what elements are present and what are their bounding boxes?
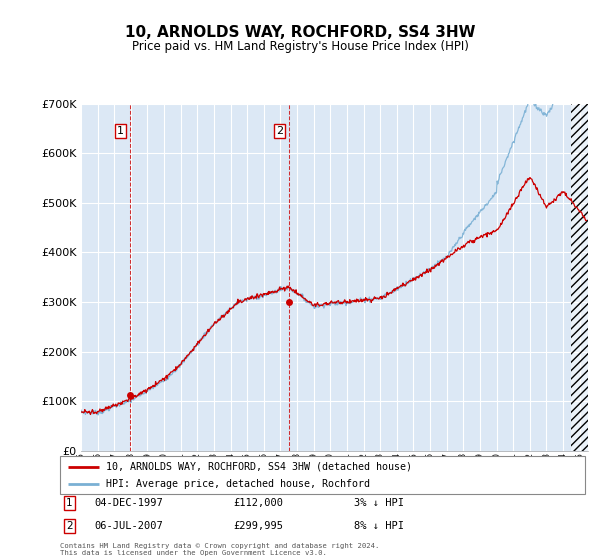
Text: £112,000: £112,000 — [233, 498, 283, 508]
Text: 2: 2 — [276, 126, 283, 136]
Text: 3% ↓ HPI: 3% ↓ HPI — [354, 498, 404, 508]
Text: HPI: Average price, detached house, Rochford: HPI: Average price, detached house, Roch… — [106, 479, 370, 489]
Text: 1: 1 — [117, 126, 124, 136]
Text: 8% ↓ HPI: 8% ↓ HPI — [354, 521, 404, 531]
Text: 2: 2 — [66, 521, 73, 531]
Text: £299,995: £299,995 — [233, 521, 283, 531]
Text: 10, ARNOLDS WAY, ROCHFORD, SS4 3HW (detached house): 10, ARNOLDS WAY, ROCHFORD, SS4 3HW (deta… — [106, 461, 412, 472]
Text: 04-DEC-1997: 04-DEC-1997 — [94, 498, 163, 508]
Bar — [571, 104, 596, 451]
Text: 1: 1 — [66, 498, 73, 508]
Text: 06-JUL-2007: 06-JUL-2007 — [94, 521, 163, 531]
Text: Contains HM Land Registry data © Crown copyright and database right 2024.
This d: Contains HM Land Registry data © Crown c… — [60, 543, 379, 556]
FancyBboxPatch shape — [60, 456, 585, 494]
Text: Price paid vs. HM Land Registry's House Price Index (HPI): Price paid vs. HM Land Registry's House … — [131, 40, 469, 53]
Text: 10, ARNOLDS WAY, ROCHFORD, SS4 3HW: 10, ARNOLDS WAY, ROCHFORD, SS4 3HW — [125, 25, 475, 40]
